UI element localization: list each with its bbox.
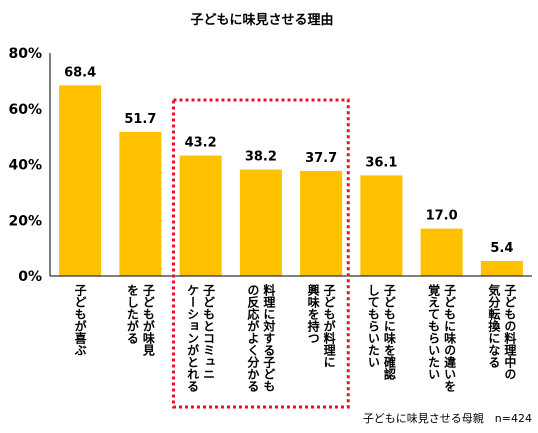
- category-label: 子どもが喜ぶ: [73, 284, 87, 356]
- data-labels-group: 68.4 51.7 43.2 38.2 37.7 36.1 17.0 5.4: [64, 65, 513, 256]
- category-label: ケーションがとれる: [186, 284, 200, 392]
- bar: [300, 170, 343, 276]
- data-label: 37.7: [305, 151, 337, 166]
- y-axis: 0% 20% 40% 60% 80%: [8, 46, 51, 285]
- bar: [360, 175, 403, 276]
- category-label: 子どもに味を確認: [382, 284, 396, 381]
- data-label: 38.2: [245, 150, 277, 165]
- sample-note: 子どもに味見させる母親 n=424: [363, 412, 532, 425]
- bar: [59, 85, 102, 277]
- bar: [239, 169, 282, 276]
- category-label: 子どもに味の違いを: [443, 284, 457, 392]
- bar: [480, 260, 523, 276]
- data-label: 36.1: [365, 155, 397, 170]
- highlight-box: [172, 98, 350, 409]
- data-label: 17.0: [426, 209, 458, 224]
- data-label: 5.4: [490, 241, 513, 256]
- y-tick-label: 40%: [8, 158, 42, 174]
- y-tick-label: 80%: [8, 46, 42, 62]
- y-tick-label: 60%: [8, 102, 42, 118]
- bar: [179, 155, 222, 276]
- data-label: 43.2: [185, 136, 217, 151]
- chart-title: 子どもに味見させる理由: [190, 12, 333, 28]
- category-label: してもらいたい: [366, 284, 380, 368]
- y-tick-label: 20%: [8, 213, 42, 229]
- category-label: 子どもが料理に: [322, 284, 336, 368]
- y-tick-label: 0%: [18, 269, 42, 285]
- category-label: をしたがる: [125, 284, 139, 344]
- category-label: 気分転換になる: [487, 283, 501, 368]
- bar: [420, 228, 463, 276]
- category-label: 興味を持つ: [306, 283, 320, 344]
- data-label: 68.4: [64, 65, 96, 80]
- category-label: 子どもとコミュニ: [202, 284, 216, 380]
- category-label: 子どもが味見: [141, 284, 155, 357]
- data-label: 51.7: [124, 112, 156, 127]
- category-label: の反応がよく分かる: [246, 284, 260, 392]
- category-label: 覚えてもらいたい: [427, 283, 441, 380]
- category-label: 料理に対する子ども: [262, 283, 276, 392]
- bar: [119, 131, 162, 276]
- category-label: 子どもの料理中の: [503, 284, 517, 380]
- bars-group: [59, 85, 523, 277]
